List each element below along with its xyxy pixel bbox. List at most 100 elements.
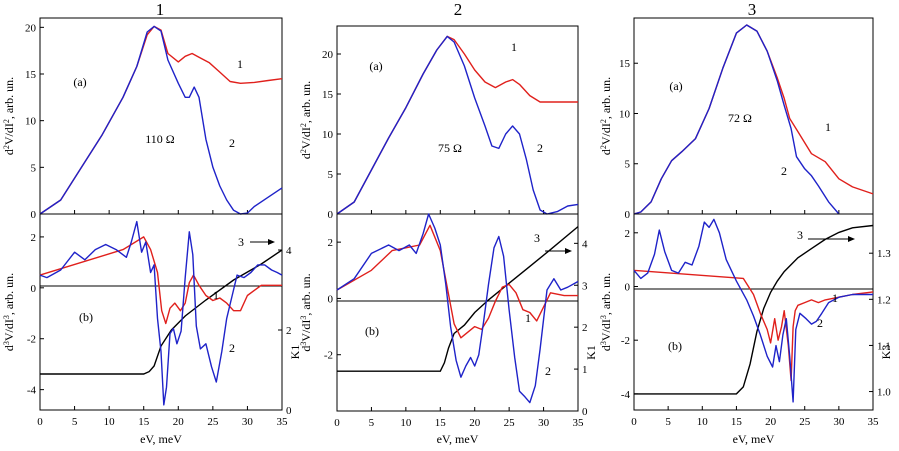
bottom-panel-tag: (b): [668, 339, 682, 353]
bottom-curve-label-2: 2: [545, 364, 551, 378]
top-ytick-label: 15: [322, 89, 334, 101]
bottom-panel-tag: (b): [79, 310, 93, 324]
ylabel-part: V/dI: [2, 123, 16, 145]
arrow-head: [848, 236, 855, 242]
xtick-label: 25: [504, 417, 516, 429]
ylabel-part: V/dI: [599, 123, 613, 145]
top-ytick-label: 10: [25, 116, 37, 128]
bottom-ytick-label: -2: [324, 350, 333, 362]
top-ytick-label: 10: [619, 108, 631, 120]
xtick-label: 10: [400, 417, 412, 429]
ylabel-part: , arb. un.: [2, 77, 16, 119]
right-ytick-label: 4: [286, 245, 292, 257]
xtick-label: 20: [173, 416, 185, 428]
top-ytick-label: 5: [625, 159, 631, 171]
ylabel-part: , arb. un.: [599, 273, 613, 315]
bottom-ylabel: d3V/dI3, arb. un.: [599, 273, 613, 351]
ylabel-part: 3: [2, 341, 11, 345]
bottom-ytick-label: 2: [328, 237, 334, 249]
bottom-curve-label-1: 1: [525, 311, 531, 325]
top-ytick-label: 5: [31, 162, 37, 174]
right-ytick-label: 3: [582, 280, 588, 292]
xtick-label: 15: [731, 416, 743, 428]
bottom-ytick-label: -2: [621, 335, 630, 347]
ylabel-part: , arb. un.: [299, 273, 313, 315]
xtick-label: 30: [538, 417, 550, 429]
ylabel-part: V/dI: [299, 127, 313, 149]
top-panel-tag: (a): [73, 75, 86, 89]
panel-number: 3: [748, 0, 757, 19]
curve-3-label: 3: [534, 231, 540, 245]
top-panel-tag: (a): [369, 59, 382, 73]
bottom-ytick-label: 0: [31, 283, 37, 295]
top-plot-frame: [39, 17, 283, 215]
ylabel-part: V/dI: [599, 319, 613, 341]
xtick-label: 5: [72, 416, 78, 428]
top-ytick-label: 0: [625, 209, 631, 221]
xtick-label: 10: [104, 416, 116, 428]
ylabel-part: , arb. un.: [599, 77, 613, 119]
top-series-1: [39, 25, 283, 215]
bottom-ytick-label: 2: [625, 228, 631, 240]
bottom-series-2: [336, 213, 579, 404]
xtick-label: 35: [277, 416, 289, 428]
ylabel-part: d: [2, 149, 16, 155]
right-ytick-label: 1.3: [877, 248, 891, 260]
right-ytick-label: 0: [582, 406, 588, 418]
top-ytick-label: 10: [322, 129, 334, 141]
bottom-series-1: [39, 236, 282, 325]
right-ytick-label: 2: [286, 325, 292, 337]
right-ytick-label: 0: [286, 405, 292, 417]
series-3-k-curve: [337, 226, 579, 372]
top-ytick-label: 15: [619, 58, 631, 70]
top-series-1: [633, 24, 874, 215]
right-axis-label: K3: [879, 345, 893, 360]
bottom-ytick-label: -4: [27, 385, 37, 397]
xtick-label: 0: [37, 416, 43, 428]
ylabel-part: d: [299, 153, 313, 159]
xtick-label: 15: [435, 417, 447, 429]
top-curve-label-2: 2: [537, 141, 543, 155]
right-ytick-label: 1.2: [877, 294, 891, 306]
xtick-label: 5: [369, 417, 375, 429]
ylabel-part: d: [599, 345, 613, 351]
ylabel-part: 2: [599, 145, 608, 149]
ylabel-part: 3: [299, 316, 308, 320]
xtick-label: 15: [138, 416, 150, 428]
bottom-curve-label-1: 1: [832, 291, 838, 305]
ylabel-part: d: [599, 149, 613, 155]
bottom-series-1: [336, 224, 578, 339]
ylabel-part: 3: [599, 315, 608, 319]
ylabel-part: , arb. un.: [2, 273, 16, 315]
right-ytick-label: 2: [582, 322, 588, 334]
ylabel-part: d: [2, 345, 16, 351]
ylabel-part: 2: [299, 123, 308, 127]
top-ylabel: d2V/dI2, arb. un.: [2, 77, 16, 155]
bottom-ytick-label: 2: [31, 232, 37, 244]
bottom-series-1: [633, 269, 874, 382]
ylabel-part: 2: [599, 119, 608, 123]
xtick-label: 30: [833, 416, 845, 428]
bottom-curve-label-1: 1: [213, 288, 219, 302]
bottom-ylabel: d3V/dI3, arb. un.: [299, 273, 313, 351]
top-ytick-label: 20: [322, 49, 334, 61]
ylabel-part: 2: [299, 149, 308, 153]
x-axis-label: eV, meV: [733, 432, 775, 446]
top-curve-label-1: 1: [237, 57, 243, 71]
top-ytick-label: 5: [328, 169, 334, 181]
bottom-panel-tag: (b): [365, 324, 379, 338]
top-series-2: [39, 25, 283, 215]
x-axis-label: eV, meV: [140, 432, 182, 446]
xtick-label: 5: [665, 416, 671, 428]
top-curve-label-1: 1: [511, 40, 517, 54]
ylabel-part: 3: [2, 315, 11, 319]
bottom-ytick-label: -4: [621, 389, 631, 401]
series-3-k-curve: [634, 224, 874, 395]
top-series-2: [336, 35, 579, 215]
top-series-2: [633, 24, 840, 215]
xtick-label: 30: [242, 416, 254, 428]
